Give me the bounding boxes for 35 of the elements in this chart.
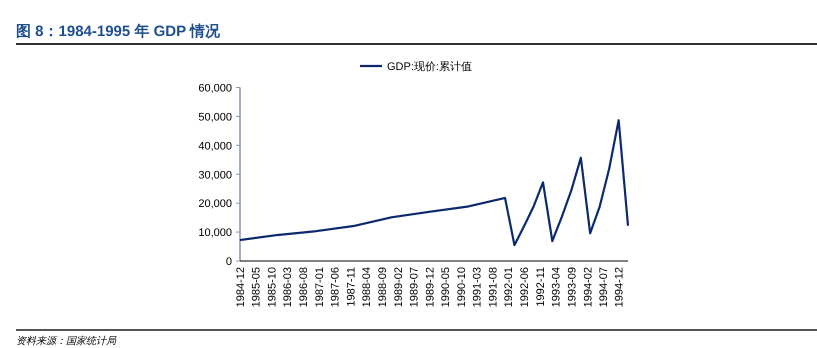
x-tick-label: 1993-04 — [550, 267, 563, 308]
x-tick-label: 1992-01 — [503, 267, 516, 308]
y-tick-label: 20,000 — [198, 198, 232, 210]
x-tick-label: 1985-05 — [250, 267, 263, 308]
text: 图 8：1984-1995 年 GDP 情况 — [16, 23, 221, 40]
y-tick-label: 10,000 — [198, 227, 232, 240]
x-tick-label: 1994-12 — [614, 267, 626, 308]
x-tick-label: 1994-07 — [598, 267, 610, 308]
x-tick-label: 1987-06 — [330, 267, 342, 308]
x-tick-label: 1991-08 — [487, 267, 500, 308]
y-tick-label: 50,000 — [198, 111, 232, 124]
x-tick-label: 1985-10 — [266, 267, 279, 308]
x-tick-label: 1993-09 — [566, 267, 578, 308]
x-tick-label: 1989-07 — [408, 267, 420, 308]
x-tick-label: 1994-02 — [582, 267, 594, 308]
y-tick-label: 0 — [226, 256, 232, 268]
x-tick-label: 1988-04 — [361, 267, 374, 308]
x-tick-label: 1992-06 — [519, 267, 531, 308]
y-tick-label: 30,000 — [198, 169, 232, 182]
text: 资料来源：国家统计局 — [16, 335, 117, 347]
legend-label: GDP:现价:累计值 — [387, 60, 472, 73]
x-tick-label: 1986-08 — [298, 267, 310, 308]
x-tick-label: 1988-09 — [377, 267, 390, 308]
x-tick-label: 1990-10 — [456, 267, 468, 308]
x-tick-label: 1986-03 — [282, 267, 294, 308]
y-tick-label: 40,000 — [198, 140, 232, 152]
y-tick-label: 60,000 — [198, 82, 232, 94]
x-tick-label: 1991-03 — [472, 267, 484, 308]
x-tick-label: 1984-12 — [235, 267, 247, 308]
x-tick-label: 1990-05 — [440, 267, 452, 308]
x-tick-label: 1989-02 — [392, 267, 405, 308]
x-tick-label: 1987-11 — [345, 267, 358, 307]
x-tick-label: 1987-01 — [314, 267, 326, 308]
x-tick-label: 1992-11 — [534, 267, 547, 307]
x-tick-label: 1989-12 — [424, 267, 436, 308]
